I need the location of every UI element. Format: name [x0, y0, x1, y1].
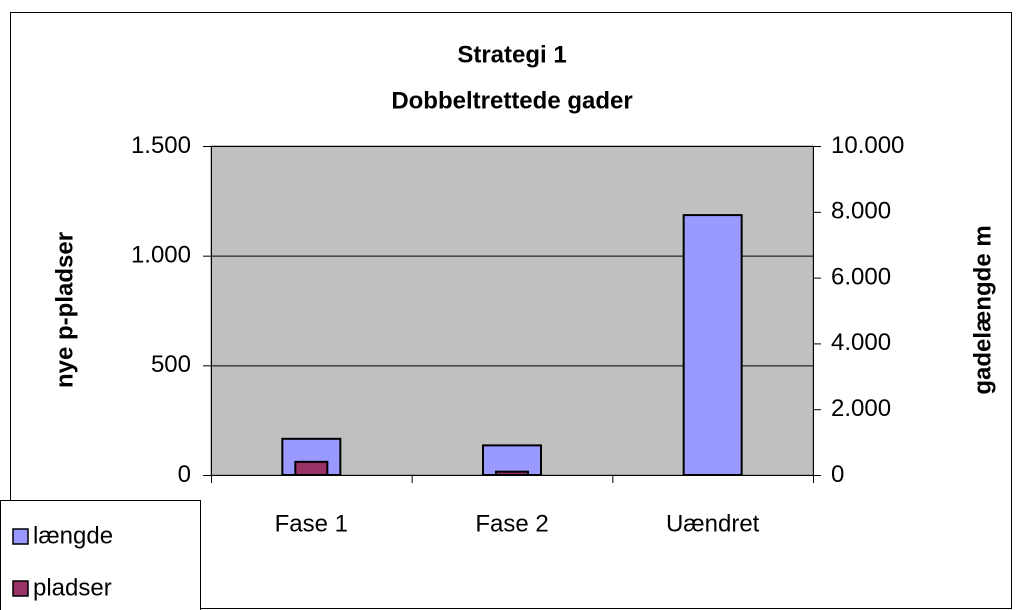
y-tick-label: 0 — [178, 461, 191, 488]
y-axis-title: nye p-pladser — [51, 232, 78, 388]
bar — [294, 460, 329, 476]
y2-tick-label: 8.000 — [831, 198, 891, 225]
bar — [682, 214, 743, 476]
legend-swatch — [12, 528, 29, 545]
legend-swatch — [12, 580, 29, 597]
bar — [482, 444, 542, 477]
y2-tick-label: 0 — [831, 461, 844, 488]
legend-box — [0, 500, 201, 610]
x-tick-label: Uændret — [666, 510, 760, 537]
y2-tick-label: 10.000 — [831, 132, 904, 159]
chart-title: Strategi 1 — [457, 41, 566, 68]
legend-label: længde — [33, 522, 113, 549]
y2-tick-label: 4.000 — [831, 329, 891, 356]
y2-tick-label: 6.000 — [831, 263, 891, 290]
x-tick-label: Fase 1 — [275, 510, 348, 537]
x-tick-label: Fase 2 — [475, 510, 548, 537]
chart-subtitle: Dobbeltrettede gader — [391, 87, 632, 114]
y2-tick-label: 2.000 — [831, 395, 891, 422]
bar — [495, 470, 529, 476]
y-tick-label: 1.000 — [131, 242, 191, 269]
y-tick-label: 1.500 — [131, 132, 191, 159]
y-tick-label: 500 — [151, 351, 191, 378]
y2-axis-title: gadelængde m — [969, 225, 996, 394]
legend-label: pladser — [33, 574, 112, 601]
